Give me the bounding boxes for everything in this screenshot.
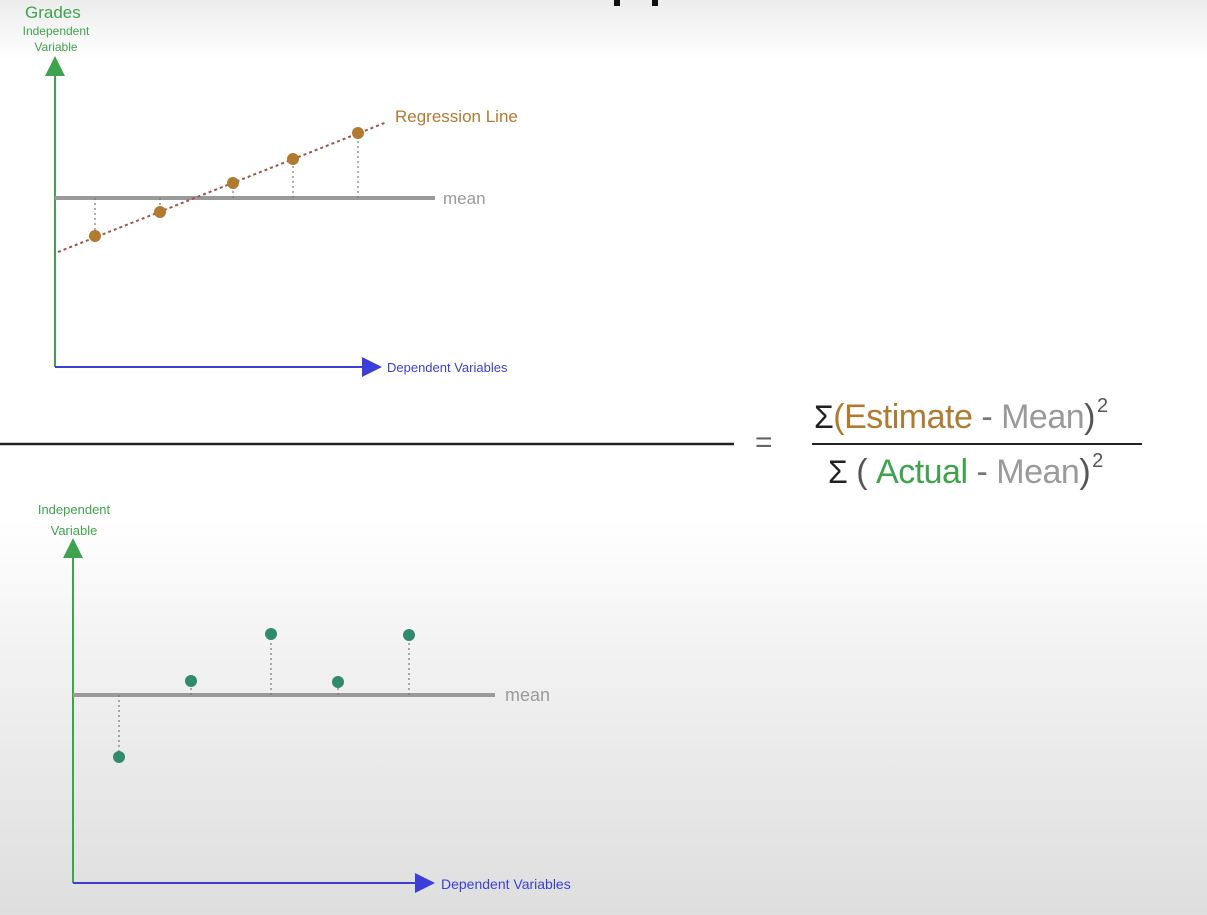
bottom-y-label-line2: Variable [51, 523, 98, 538]
actual-term: Actual [876, 453, 968, 491]
top-plot-title: Grades [25, 3, 81, 22]
top-marker [614, 0, 658, 6]
estimate-point [89, 230, 101, 242]
numerator-open-paren: ( [833, 398, 845, 436]
denominator-close-paren: ) [1079, 453, 1091, 491]
numerator-exponent: 2 [1097, 395, 1108, 417]
estimate-point [352, 127, 364, 139]
bottom-mean-label: mean [505, 685, 550, 705]
sigma-symbol: Σ [814, 399, 834, 435]
top-y-label-line1: Independent [23, 24, 90, 38]
estimate-term: Estimate [844, 398, 973, 436]
r-squared-formula: Σ(Estimate - Mean) 2 Σ ( Actual - Mean) 2 [808, 392, 1148, 502]
estimate-point [287, 153, 299, 165]
denominator-open-paren: ( [856, 453, 868, 491]
actual-point [403, 629, 415, 641]
numerator-minus: - [981, 398, 993, 436]
top-mean-label: mean [443, 189, 486, 208]
actual-point [265, 628, 277, 640]
bottom-x-label: Dependent Variables [441, 876, 571, 892]
formula-fraction-bar [812, 443, 1142, 445]
sigma-symbol: Σ [828, 454, 848, 490]
denominator-minus: - [976, 453, 988, 491]
top-plot: Grades Independent Variable Dependent Va… [23, 3, 518, 377]
actual-point [185, 675, 197, 687]
actual-point [113, 751, 125, 763]
bottom-y-label-line1: Independent [38, 502, 111, 517]
estimate-point [154, 206, 166, 218]
formula-numerator: Σ(Estimate - Mean) 2 [814, 395, 1108, 437]
denominator-exponent: 2 [1092, 450, 1103, 472]
numerator-mean-term: Mean [1001, 398, 1085, 436]
formula-denominator: Σ ( Actual - Mean) 2 [828, 450, 1103, 492]
top-y-label-line2: Variable [34, 40, 77, 54]
denominator-mean-term: Mean [996, 453, 1080, 491]
actual-point [332, 676, 344, 688]
top-x-label: Dependent Variables [387, 360, 508, 375]
estimate-point [227, 177, 239, 189]
equals-sign: = [755, 426, 773, 459]
bottom-plot: Independent Variable Dependent Variables… [38, 502, 571, 893]
numerator-close-paren: ) [1084, 398, 1095, 436]
regression-label: Regression Line [395, 107, 518, 126]
regression-line [57, 121, 388, 253]
